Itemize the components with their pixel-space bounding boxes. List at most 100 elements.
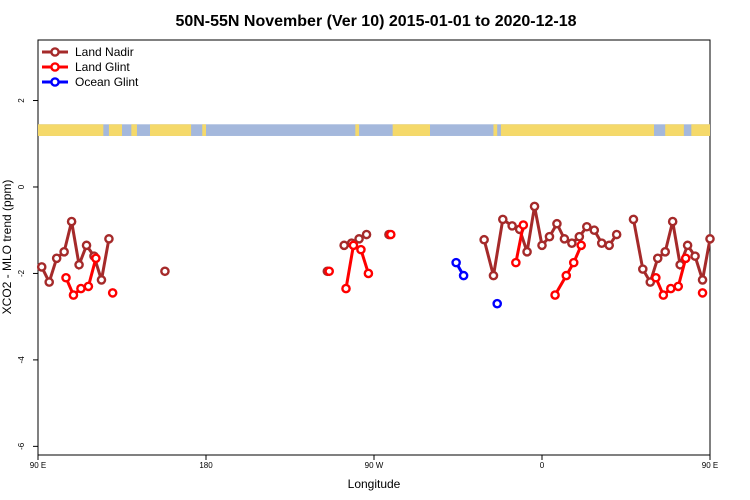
land-band bbox=[392, 124, 430, 136]
data-point-land-nadir bbox=[354, 234, 364, 244]
data-point-land-nadir bbox=[574, 231, 585, 242]
data-point-land-nadir bbox=[522, 247, 532, 257]
legend-item: Land Nadir bbox=[42, 45, 134, 59]
data-point-land-nadir bbox=[705, 234, 715, 244]
legend-label: Ocean Glint bbox=[75, 75, 139, 89]
data-point-land-glint bbox=[561, 270, 572, 281]
data-point-land-nadir bbox=[567, 238, 577, 248]
land-band bbox=[150, 124, 192, 136]
data-point-land-nadir bbox=[544, 231, 555, 242]
data-point-land-glint bbox=[518, 220, 529, 230]
data-point-land-nadir bbox=[596, 238, 607, 248]
data-point-land-nadir bbox=[652, 253, 663, 264]
y-axis: 2 0 -2 -4 -6 bbox=[17, 98, 38, 450]
data-point-land-glint bbox=[341, 283, 351, 294]
data-point-land-glint bbox=[697, 288, 708, 298]
data-point-land-nadir bbox=[628, 214, 639, 225]
data-point-land-glint bbox=[550, 290, 560, 300]
data-point-land-nadir bbox=[697, 275, 708, 285]
data-point-land-glint bbox=[576, 240, 587, 251]
x-tick-label: 90 E bbox=[702, 461, 718, 470]
data-point-land-nadir bbox=[44, 277, 55, 287]
data-point-land-glint bbox=[363, 268, 374, 279]
data-point-land-nadir bbox=[537, 240, 547, 251]
series-layer bbox=[36, 201, 715, 309]
x-tick-label: 90 E bbox=[30, 461, 46, 470]
data-point-land-glint bbox=[107, 288, 118, 298]
y-tick-label: 2 bbox=[17, 98, 26, 103]
legend-marker bbox=[50, 47, 60, 57]
land-band bbox=[493, 124, 498, 136]
data-point-land-nadir bbox=[51, 253, 62, 264]
data-point-land-nadir bbox=[507, 221, 517, 231]
data-point-land-nadir bbox=[604, 240, 615, 251]
data-point-land-nadir bbox=[667, 216, 678, 227]
x-axis: 90 E 180 90 W 0 90 E bbox=[30, 455, 718, 470]
data-point-land-glint bbox=[673, 281, 684, 292]
data-point-land-nadir bbox=[361, 229, 372, 240]
data-point-land-nadir bbox=[559, 234, 570, 244]
data-point-land-nadir bbox=[497, 214, 508, 225]
land-ocean-bar bbox=[38, 124, 710, 136]
data-point-land-nadir bbox=[74, 259, 84, 270]
legend-marker bbox=[50, 62, 60, 72]
data-point-land-glint bbox=[680, 253, 691, 264]
legend-label: Land Glint bbox=[75, 60, 130, 74]
legend-item: Ocean Glint bbox=[42, 75, 139, 89]
data-point-land-glint bbox=[658, 290, 669, 300]
x-tick-label: 0 bbox=[540, 461, 545, 470]
data-point-land-nadir bbox=[339, 240, 349, 251]
land-band bbox=[500, 124, 654, 136]
data-point-land-nadir bbox=[81, 240, 92, 251]
x-axis-label: Longitude bbox=[348, 477, 401, 491]
y-axis-label: XCO2 - MLO trend (ppm) bbox=[0, 180, 14, 315]
data-point-land-glint bbox=[568, 257, 579, 268]
data-point-land-glint bbox=[666, 283, 676, 294]
series-line-land-glint bbox=[514, 224, 525, 263]
data-point-land-nadir bbox=[479, 234, 489, 245]
legend-item: Land Glint bbox=[42, 60, 130, 74]
y-tick-label: -2 bbox=[17, 269, 26, 277]
land-band bbox=[355, 124, 360, 136]
data-point-land-nadir bbox=[582, 221, 592, 232]
data-point-land-nadir bbox=[59, 247, 69, 257]
data-point-land-glint bbox=[385, 229, 396, 240]
data-point-land-glint bbox=[76, 283, 86, 294]
chart-title: 50N-55N November (Ver 10) 2015-01-01 to … bbox=[175, 13, 576, 30]
data-point-land-nadir bbox=[611, 229, 622, 240]
y-tick-label: -6 bbox=[17, 442, 26, 450]
land-band bbox=[131, 124, 137, 136]
data-point-ocean-glint bbox=[492, 298, 503, 309]
land-band bbox=[202, 124, 206, 136]
data-point-land-glint bbox=[83, 281, 94, 292]
data-point-land-nadir bbox=[104, 234, 114, 244]
x-tick-label: 180 bbox=[199, 461, 213, 470]
data-point-land-nadir bbox=[589, 225, 600, 236]
data-point-land-glint bbox=[91, 253, 101, 264]
data-point-land-nadir bbox=[638, 264, 648, 274]
series-land-nadir bbox=[36, 201, 715, 287]
data-point-land-nadir bbox=[552, 218, 562, 229]
data-point-land-nadir bbox=[682, 240, 693, 251]
data-point-land-glint bbox=[511, 257, 521, 268]
land-band bbox=[665, 124, 684, 136]
y-tick-label: -4 bbox=[17, 356, 26, 364]
data-point-land-glint bbox=[356, 244, 366, 255]
data-point-ocean-glint bbox=[458, 270, 469, 281]
series-line-land-glint bbox=[553, 244, 583, 296]
legend-label: Land Nadir bbox=[75, 45, 134, 59]
data-point-land-nadir bbox=[660, 247, 671, 257]
data-point-land-nadir bbox=[160, 266, 170, 277]
data-point-land-nadir bbox=[36, 262, 47, 272]
data-point-land-glint bbox=[348, 240, 359, 251]
data-point-land-glint bbox=[61, 272, 71, 283]
ocean-band bbox=[39, 124, 709, 136]
data-point-land-nadir bbox=[96, 275, 107, 285]
series-line-land-nadir bbox=[40, 221, 111, 287]
land-band bbox=[691, 124, 710, 136]
data-point-land-nadir bbox=[529, 201, 540, 212]
land-band bbox=[108, 124, 122, 136]
series-land-glint bbox=[61, 220, 708, 300]
series-ocean-glint bbox=[451, 257, 503, 309]
